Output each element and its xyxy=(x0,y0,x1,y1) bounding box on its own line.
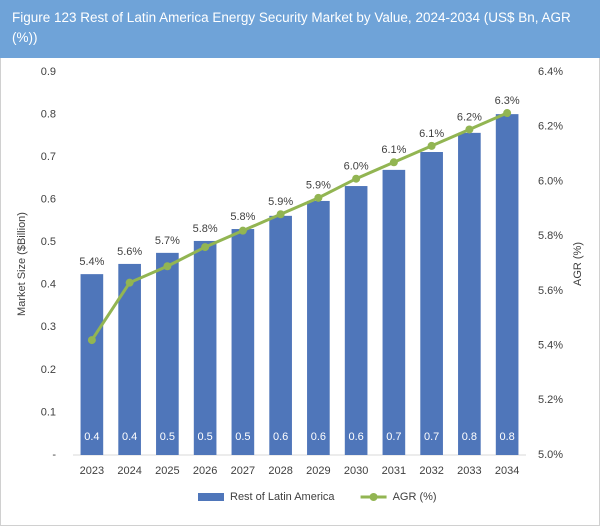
y-tick-label: 0.3 xyxy=(41,321,56,333)
y-axis-title: Market Size ($Billion) xyxy=(16,212,28,316)
y-tick-label: 0.4 xyxy=(41,279,56,291)
line-value-label: 5.7% xyxy=(155,235,180,247)
y-tick-label: 0.2 xyxy=(41,364,56,376)
line-marker xyxy=(314,193,323,202)
line-marker xyxy=(427,141,436,150)
line-marker xyxy=(201,243,210,252)
x-tick-label: 2034 xyxy=(495,465,519,477)
line-marker xyxy=(238,226,247,235)
bar-value-label: 0.6 xyxy=(273,431,288,443)
y-tick-label: 0.5 xyxy=(41,236,56,248)
bar-value-label: 0.4 xyxy=(122,431,137,443)
bar xyxy=(344,186,368,455)
bar xyxy=(80,274,104,455)
line-value-label: 6.1% xyxy=(381,144,406,156)
bar-value-label: 0.8 xyxy=(462,431,477,443)
bar xyxy=(382,169,406,455)
bar-value-label: 0.7 xyxy=(386,431,401,443)
y-tick-label: 0.8 xyxy=(41,108,56,120)
bar-value-label: 0.6 xyxy=(311,431,326,443)
line-marker xyxy=(163,262,172,271)
y2-tick-label: 5.0% xyxy=(538,449,563,461)
x-tick-label: 2027 xyxy=(231,465,255,477)
line-marker xyxy=(352,174,361,183)
bar xyxy=(118,263,141,455)
line-value-label: 5.8% xyxy=(230,211,255,223)
y-tick-label: 0.6 xyxy=(41,194,56,206)
x-tick-label: 2026 xyxy=(193,465,217,477)
line-value-label: 6.1% xyxy=(419,128,444,140)
x-tick-label: 2028 xyxy=(268,465,292,477)
y-tick-label: 0.9 xyxy=(41,66,56,78)
bar xyxy=(231,229,255,455)
bar xyxy=(495,114,519,455)
bar xyxy=(269,215,292,455)
line-value-label: 6.2% xyxy=(457,111,482,123)
line-marker xyxy=(276,210,285,219)
line-value-label: 6.3% xyxy=(495,95,520,107)
line xyxy=(90,111,508,341)
line-marker xyxy=(87,336,96,345)
bar-value-label: 0.5 xyxy=(197,431,212,443)
bar xyxy=(307,200,330,455)
line-marker xyxy=(125,278,134,287)
bar-value-label: 0.8 xyxy=(499,431,514,443)
x-tick-label: 2032 xyxy=(419,465,443,477)
legend-swatch xyxy=(198,493,224,501)
x-tick-label: 2025 xyxy=(155,465,179,477)
bar xyxy=(420,152,443,455)
chart-title: Figure 123 Rest of Latin America Energy … xyxy=(0,0,600,58)
bar xyxy=(156,252,179,455)
y2-tick-label: 5.6% xyxy=(538,285,563,297)
y2-tick-label: 6.4% xyxy=(538,66,563,78)
line-value-label: 5.9% xyxy=(306,180,331,192)
legend-label: AGR (%) xyxy=(393,491,437,503)
x-tick-label: 2024 xyxy=(117,465,141,477)
x-tick-label: 2031 xyxy=(382,465,406,477)
legend-label: Rest of Latin America xyxy=(230,491,335,503)
x-tick-label: 2030 xyxy=(344,465,368,477)
line-marker xyxy=(465,125,474,134)
y2-axis-title: AGR (%) xyxy=(572,242,584,286)
bar xyxy=(193,240,217,455)
bar-value-label: 0.7 xyxy=(424,431,439,443)
bar-value-label: 0.4 xyxy=(84,431,99,443)
bar-value-label: 0.6 xyxy=(348,431,363,443)
line-value-label: 5.4% xyxy=(79,256,104,268)
line-value-label: 5.6% xyxy=(117,246,142,258)
bar-value-label: 0.5 xyxy=(160,431,175,443)
y2-tick-label: 6.0% xyxy=(538,175,563,187)
bar xyxy=(458,132,481,456)
y2-tick-label: 6.2% xyxy=(538,121,563,133)
y2-tick-label: 5.8% xyxy=(538,230,563,242)
x-tick-label: 2029 xyxy=(306,465,330,477)
line-value-label: 6.0% xyxy=(344,161,369,173)
line-marker xyxy=(503,109,512,118)
y2-tick-label: 5.4% xyxy=(538,339,563,351)
x-tick-label: 2023 xyxy=(80,465,104,477)
line-value-label: 5.9% xyxy=(268,196,293,208)
y-tick-label: 0.1 xyxy=(41,406,56,418)
y-tick-label: 0.7 xyxy=(41,151,56,163)
legend-swatch xyxy=(369,493,378,501)
y-tick-label: - xyxy=(52,449,56,461)
bar-value-label: 0.5 xyxy=(235,431,250,443)
y2-tick-label: 5.2% xyxy=(538,394,563,406)
line-value-label: 5.8% xyxy=(193,223,218,235)
x-tick-label: 2033 xyxy=(457,465,481,477)
line-marker xyxy=(389,158,398,167)
